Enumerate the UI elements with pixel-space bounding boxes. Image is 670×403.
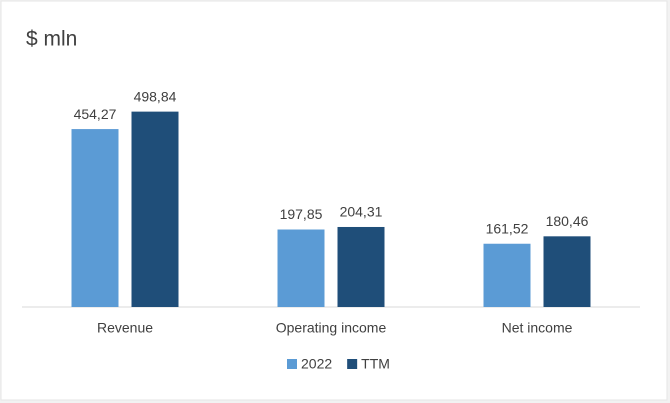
bar bbox=[337, 226, 385, 307]
value-label: 197,85 bbox=[280, 206, 323, 222]
value-label: 180,46 bbox=[546, 213, 589, 229]
value-label: 161,52 bbox=[486, 220, 529, 236]
bar bbox=[277, 229, 325, 307]
bar bbox=[71, 129, 119, 307]
chart-title: $ mln bbox=[26, 28, 77, 51]
value-label: 204,31 bbox=[340, 204, 383, 220]
x-tick-label: Revenue bbox=[97, 320, 153, 336]
legend-label: 2022 bbox=[301, 356, 332, 372]
value-label: 498,84 bbox=[134, 88, 177, 104]
legend-swatch bbox=[347, 359, 358, 369]
bar bbox=[543, 236, 591, 307]
bar bbox=[483, 243, 531, 307]
value-label: 454,27 bbox=[74, 106, 117, 122]
bar bbox=[131, 111, 179, 307]
legend-label: TTM bbox=[361, 356, 390, 372]
x-tick-label: Operating income bbox=[276, 320, 387, 336]
legend-swatch bbox=[287, 359, 297, 369]
x-tick-label: Net income bbox=[502, 320, 573, 336]
